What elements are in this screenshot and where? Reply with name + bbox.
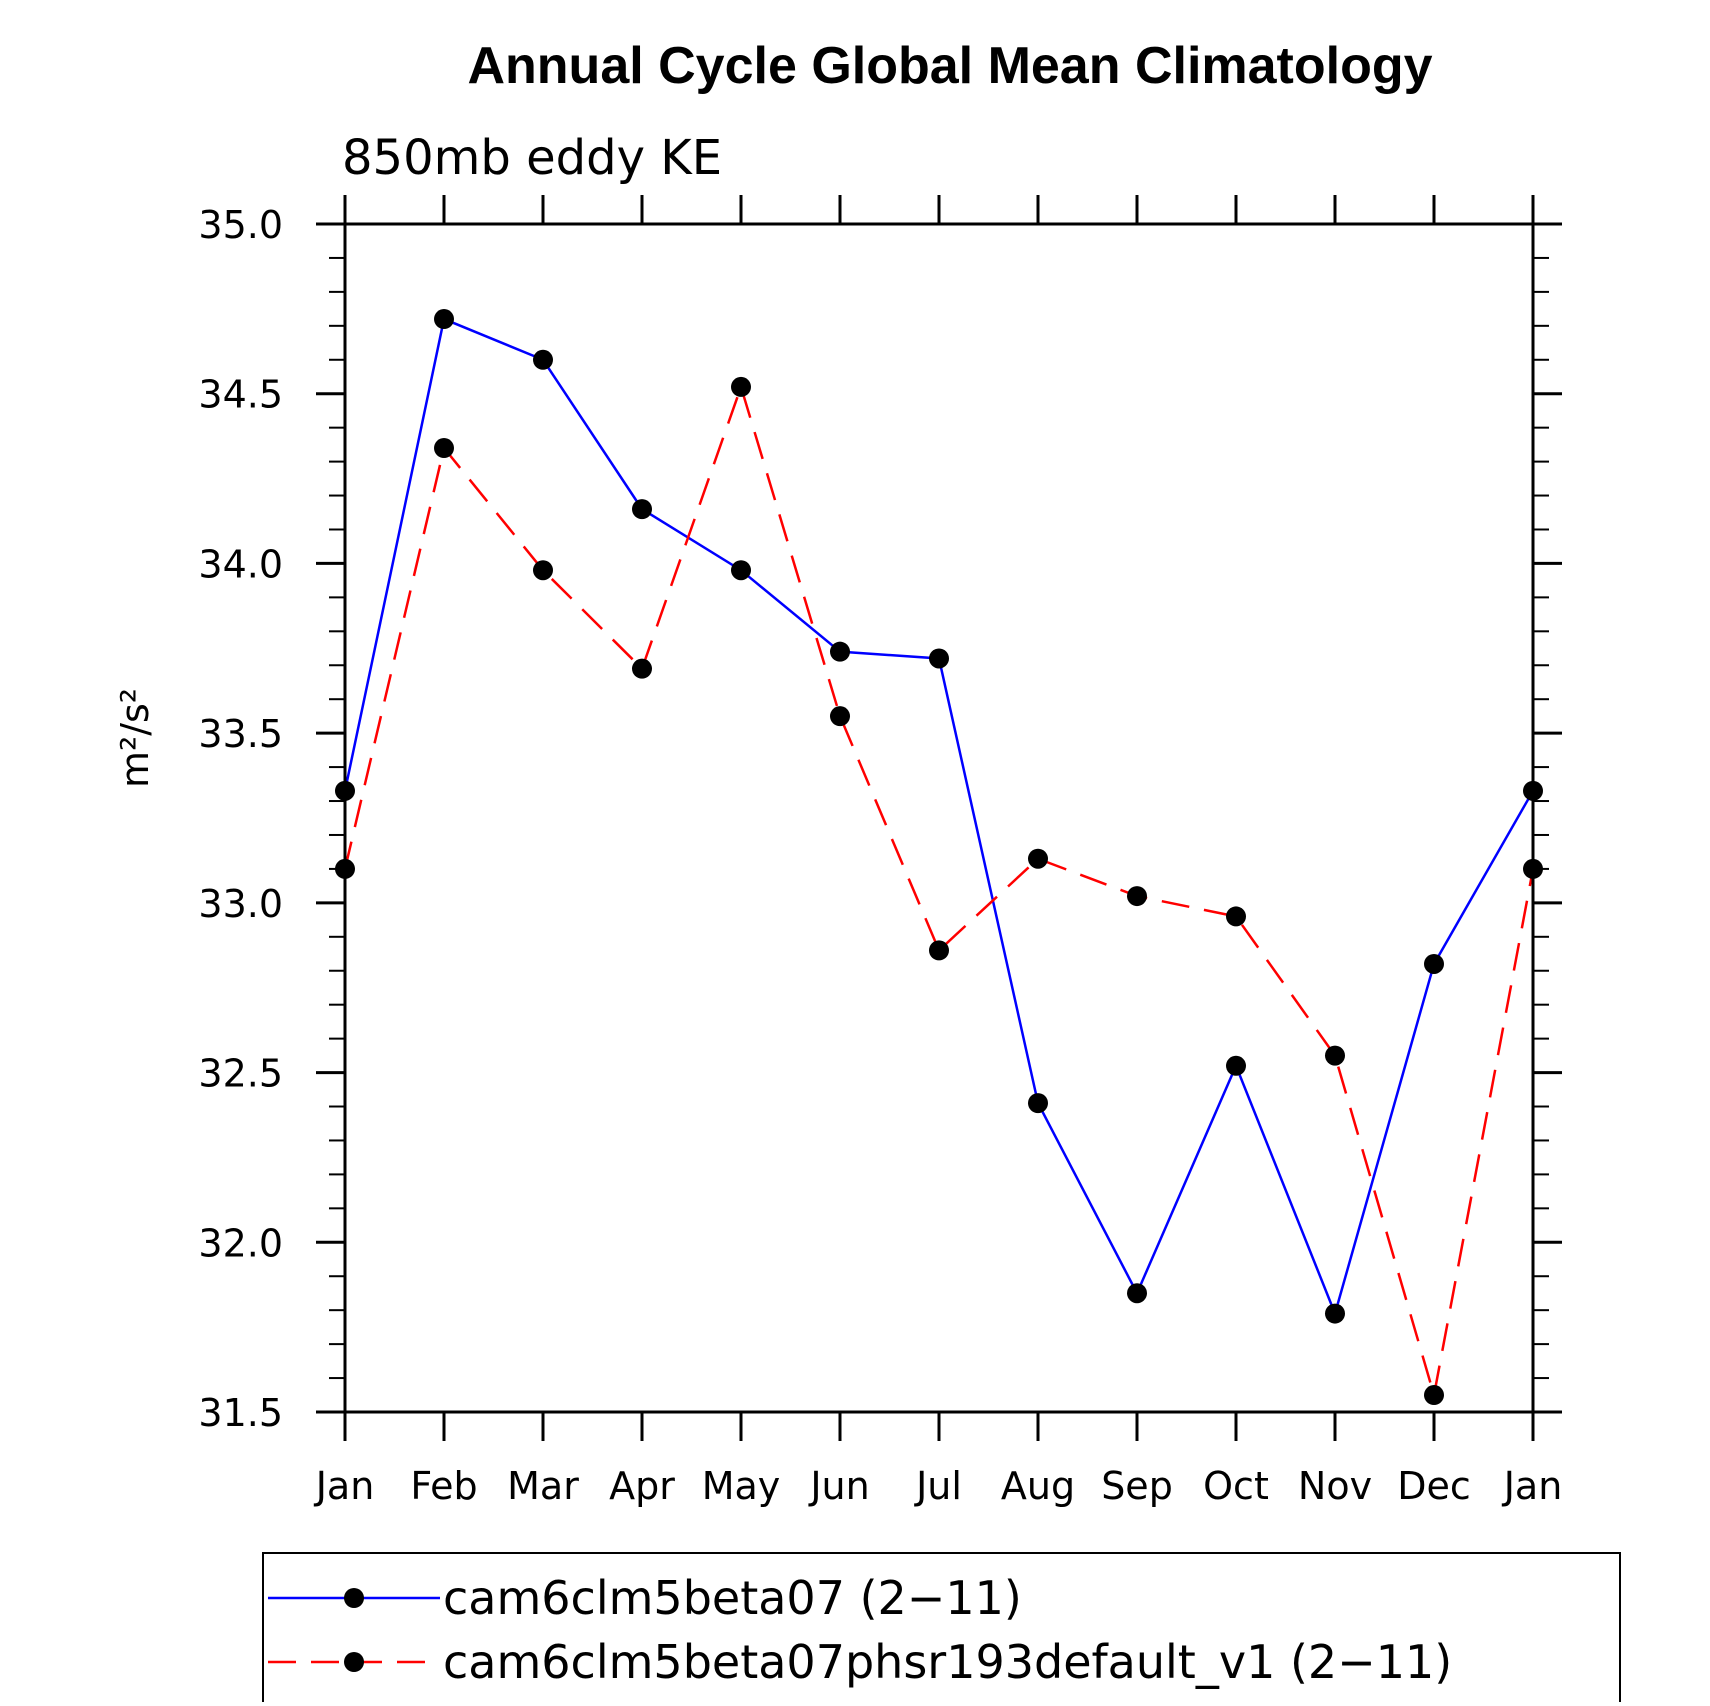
y-axis-title: m²/s² — [113, 688, 157, 788]
series-2-point — [434, 438, 454, 459]
series-1-point — [533, 349, 553, 370]
x-tick-label: Jun — [808, 1464, 869, 1508]
series-1-point — [1127, 1283, 1147, 1304]
x-tick-label: Dec — [1397, 1464, 1471, 1508]
series-2-point — [1127, 886, 1147, 907]
x-tick-label: Sep — [1101, 1464, 1173, 1508]
series-2-point — [1226, 906, 1246, 927]
x-tick-label: Mar — [507, 1464, 579, 1508]
x-tick-label: Jan — [1502, 1464, 1563, 1508]
series-2-point — [533, 560, 553, 581]
x-tick-label: Oct — [1203, 1464, 1269, 1508]
plot-frame — [343, 222, 1535, 1414]
y-tick-label: 35.0 — [198, 203, 283, 247]
x-tick-label: May — [702, 1464, 781, 1508]
series-2-point — [632, 658, 652, 679]
legend-marker-2 — [344, 1652, 364, 1672]
legend-marker-1 — [344, 1588, 364, 1608]
y-tick-label: 32.5 — [198, 1052, 283, 1096]
y-tick-label: 34.0 — [198, 542, 283, 586]
series-2-point — [1325, 1045, 1345, 1066]
series-2-point — [1424, 1385, 1444, 1406]
series-1-point — [830, 641, 850, 662]
legend-box — [262, 1552, 1621, 1706]
x-tick-label: Jan — [314, 1464, 375, 1508]
y-tick-label: 31.5 — [198, 1391, 283, 1435]
x-tick-label: Apr — [609, 1464, 675, 1508]
series-1-point — [434, 309, 454, 330]
y-tick-labels-layer: 31.5 32.0 32.5 33.0 33.5 34.0 34.5 35.0 — [198, 203, 283, 1435]
series-1-point — [731, 560, 751, 581]
y-tick-label: 34.5 — [198, 373, 283, 417]
y-tick-label: 33.5 — [198, 712, 283, 756]
x-tick-label: Jul — [914, 1464, 962, 1508]
series-1-point — [1028, 1093, 1048, 1114]
series-2-point — [731, 376, 751, 397]
y-tick-label: 33.0 — [198, 882, 283, 926]
series-1-point — [929, 648, 949, 669]
y-tick-label: 32.0 — [198, 1221, 283, 1265]
series-1-point — [1325, 1303, 1345, 1324]
x-tick-labels-layer: Jan Feb Mar Apr May Jun Jul Aug Sep Oct Nov Dec Jan — [314, 1464, 1563, 1508]
series-1-point — [1424, 953, 1444, 974]
x-tick-label: Aug — [1001, 1464, 1075, 1508]
series-1-point — [1226, 1055, 1246, 1076]
legend-layer: cam6clm5beta07 (2−11) cam6clm5beta07phsr1… — [268, 1571, 1452, 1689]
series-2-point — [929, 940, 949, 961]
chart-title: Annual Cycle Global Mean Climatology — [467, 37, 1432, 95]
y-axis-title-group: m²/s² — [113, 688, 157, 788]
legend-label-2: cam6clm5beta07phsr193default_v1 (2−11) — [443, 1635, 1452, 1689]
legend-label-1: cam6clm5beta07 (2−11) — [443, 1571, 1022, 1625]
series-2-point — [830, 706, 850, 727]
axis-ticks-layer — [316, 195, 1562, 1441]
series-1-point — [632, 499, 652, 520]
series-2-point — [1028, 848, 1048, 869]
chart-subtitle: 850mb eddy KE — [342, 130, 722, 186]
x-tick-label: Feb — [410, 1464, 477, 1508]
x-tick-label: Nov — [1298, 1464, 1372, 1508]
